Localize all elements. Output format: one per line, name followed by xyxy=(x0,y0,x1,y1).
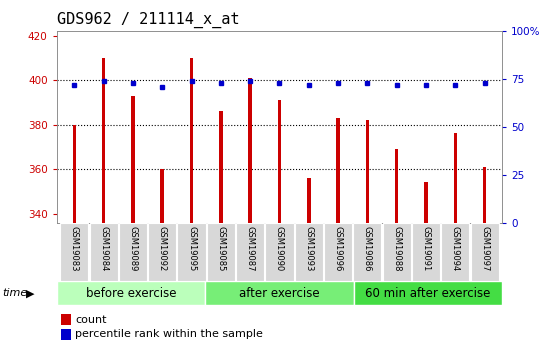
FancyBboxPatch shape xyxy=(265,223,294,280)
FancyBboxPatch shape xyxy=(412,223,440,280)
Text: before exercise: before exercise xyxy=(86,287,176,300)
Bar xyxy=(248,78,252,223)
Bar xyxy=(219,111,222,223)
Text: GSM19094: GSM19094 xyxy=(451,226,460,271)
Text: GSM19085: GSM19085 xyxy=(217,226,225,272)
Bar xyxy=(336,118,340,223)
Bar xyxy=(278,100,281,223)
Text: GSM19090: GSM19090 xyxy=(275,226,284,271)
Bar xyxy=(454,134,457,223)
FancyBboxPatch shape xyxy=(236,223,264,280)
Text: GSM19088: GSM19088 xyxy=(392,226,401,272)
FancyBboxPatch shape xyxy=(383,223,411,280)
Text: GSM19084: GSM19084 xyxy=(99,226,108,272)
Text: 60 min after exercise: 60 min after exercise xyxy=(365,287,491,300)
FancyBboxPatch shape xyxy=(441,223,469,280)
Text: time: time xyxy=(3,288,28,298)
FancyBboxPatch shape xyxy=(90,223,118,280)
FancyBboxPatch shape xyxy=(60,223,89,280)
Bar xyxy=(131,96,134,223)
Text: ▶: ▶ xyxy=(26,288,35,298)
Bar xyxy=(102,58,105,223)
Text: percentile rank within the sample: percentile rank within the sample xyxy=(76,329,264,339)
Bar xyxy=(61,314,71,325)
Text: count: count xyxy=(76,315,107,325)
Bar xyxy=(61,328,71,340)
Text: GSM19091: GSM19091 xyxy=(422,226,430,271)
FancyBboxPatch shape xyxy=(353,223,381,280)
Text: GSM19089: GSM19089 xyxy=(129,226,137,272)
FancyBboxPatch shape xyxy=(119,223,147,280)
Bar xyxy=(307,178,310,223)
FancyBboxPatch shape xyxy=(207,223,235,280)
FancyBboxPatch shape xyxy=(178,223,206,280)
FancyBboxPatch shape xyxy=(57,281,205,305)
Bar xyxy=(72,125,76,223)
FancyBboxPatch shape xyxy=(148,223,176,280)
Text: GSM19096: GSM19096 xyxy=(334,226,342,272)
Bar xyxy=(424,183,428,223)
Text: GSM19083: GSM19083 xyxy=(70,226,79,272)
FancyBboxPatch shape xyxy=(324,223,352,280)
Bar xyxy=(160,169,164,223)
FancyBboxPatch shape xyxy=(205,281,354,305)
FancyBboxPatch shape xyxy=(470,223,498,280)
Text: GSM19093: GSM19093 xyxy=(304,226,313,272)
Text: GSM19092: GSM19092 xyxy=(158,226,167,271)
Bar xyxy=(366,120,369,223)
Text: after exercise: after exercise xyxy=(239,287,320,300)
Text: GDS962 / 211114_x_at: GDS962 / 211114_x_at xyxy=(57,12,239,28)
FancyBboxPatch shape xyxy=(295,223,323,280)
Bar xyxy=(483,167,487,223)
Text: GSM19095: GSM19095 xyxy=(187,226,196,271)
FancyBboxPatch shape xyxy=(354,281,502,305)
Bar xyxy=(190,58,193,223)
Text: GSM19087: GSM19087 xyxy=(246,226,255,272)
Bar xyxy=(395,149,399,223)
Text: GSM19086: GSM19086 xyxy=(363,226,372,272)
Text: GSM19097: GSM19097 xyxy=(480,226,489,272)
